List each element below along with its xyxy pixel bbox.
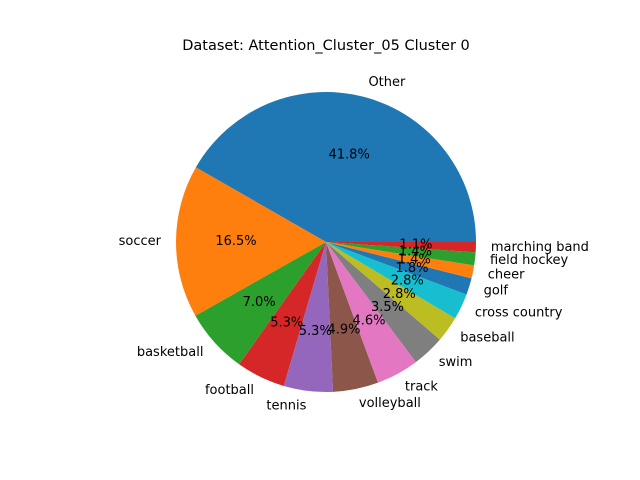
percent-label-tennis: 5.3% <box>299 324 332 339</box>
percent-label-cheer: 1.4% <box>398 252 431 267</box>
category-label-tennis: tennis <box>266 398 306 413</box>
pie-slice-basketball <box>195 242 326 365</box>
pie-slice-soccer <box>176 167 326 316</box>
percent-label-track: 4.6% <box>353 314 386 329</box>
category-label-marching-band: marching band <box>491 240 589 255</box>
percent-label-swim: 3.5% <box>371 300 404 315</box>
category-label-field-hockey: field hockey <box>490 253 569 268</box>
percent-label-basketball: 7.0% <box>243 295 276 310</box>
percent-label-golf: 1.8% <box>395 261 428 276</box>
percent-label-football: 5.3% <box>270 315 303 330</box>
percent-label-soccer: 16.5% <box>215 234 256 249</box>
category-label-soccer: soccer <box>119 234 162 249</box>
category-label-cross-country: cross country <box>475 306 563 321</box>
category-label-track: track <box>405 379 439 394</box>
pie-slices <box>176 91 477 392</box>
category-label-cheer: cheer <box>488 267 525 282</box>
percent-label-volleyball: 4.9% <box>327 323 360 338</box>
pie-slice-football <box>239 242 326 386</box>
pie-slice-golf <box>326 242 472 295</box>
pie-slice-field-hockey <box>326 242 476 266</box>
category-label-golf: golf <box>484 283 509 298</box>
pie-slice-baseball <box>326 242 456 340</box>
pie-slice-tennis <box>283 242 334 392</box>
pie-slice-swim <box>326 242 440 363</box>
category-label-other: Other <box>368 75 406 90</box>
category-label-football: football <box>205 383 254 398</box>
percent-label-marching-band: 1.1% <box>399 238 432 253</box>
category-label-volleyball: volleyball <box>359 396 421 411</box>
pie-slice-cross-country <box>326 242 467 319</box>
category-label-swim: swim <box>439 355 473 370</box>
category-label-basketball: basketball <box>137 345 204 360</box>
percent-label-cross-country: 2.8% <box>391 273 424 288</box>
percent-label-other: 41.8% <box>329 148 370 163</box>
pie-slice-other <box>195 91 477 243</box>
pie-labels: Other 41.8% soccer 16.5% basketball 7.0% footb… <box>119 75 589 413</box>
percent-label-field-hockey: 1.4% <box>399 245 432 260</box>
percent-label-baseball: 2.8% <box>383 287 416 302</box>
pie-slice-track <box>326 242 416 383</box>
pie-slice-marching-band <box>326 242 476 253</box>
category-label-baseball: baseball <box>460 330 514 345</box>
chart-title: Dataset: Attention_Cluster_05 Cluster 0 <box>182 38 470 54</box>
pie-slice-volleyball <box>326 242 379 392</box>
pie-slice-cheer <box>326 242 475 279</box>
